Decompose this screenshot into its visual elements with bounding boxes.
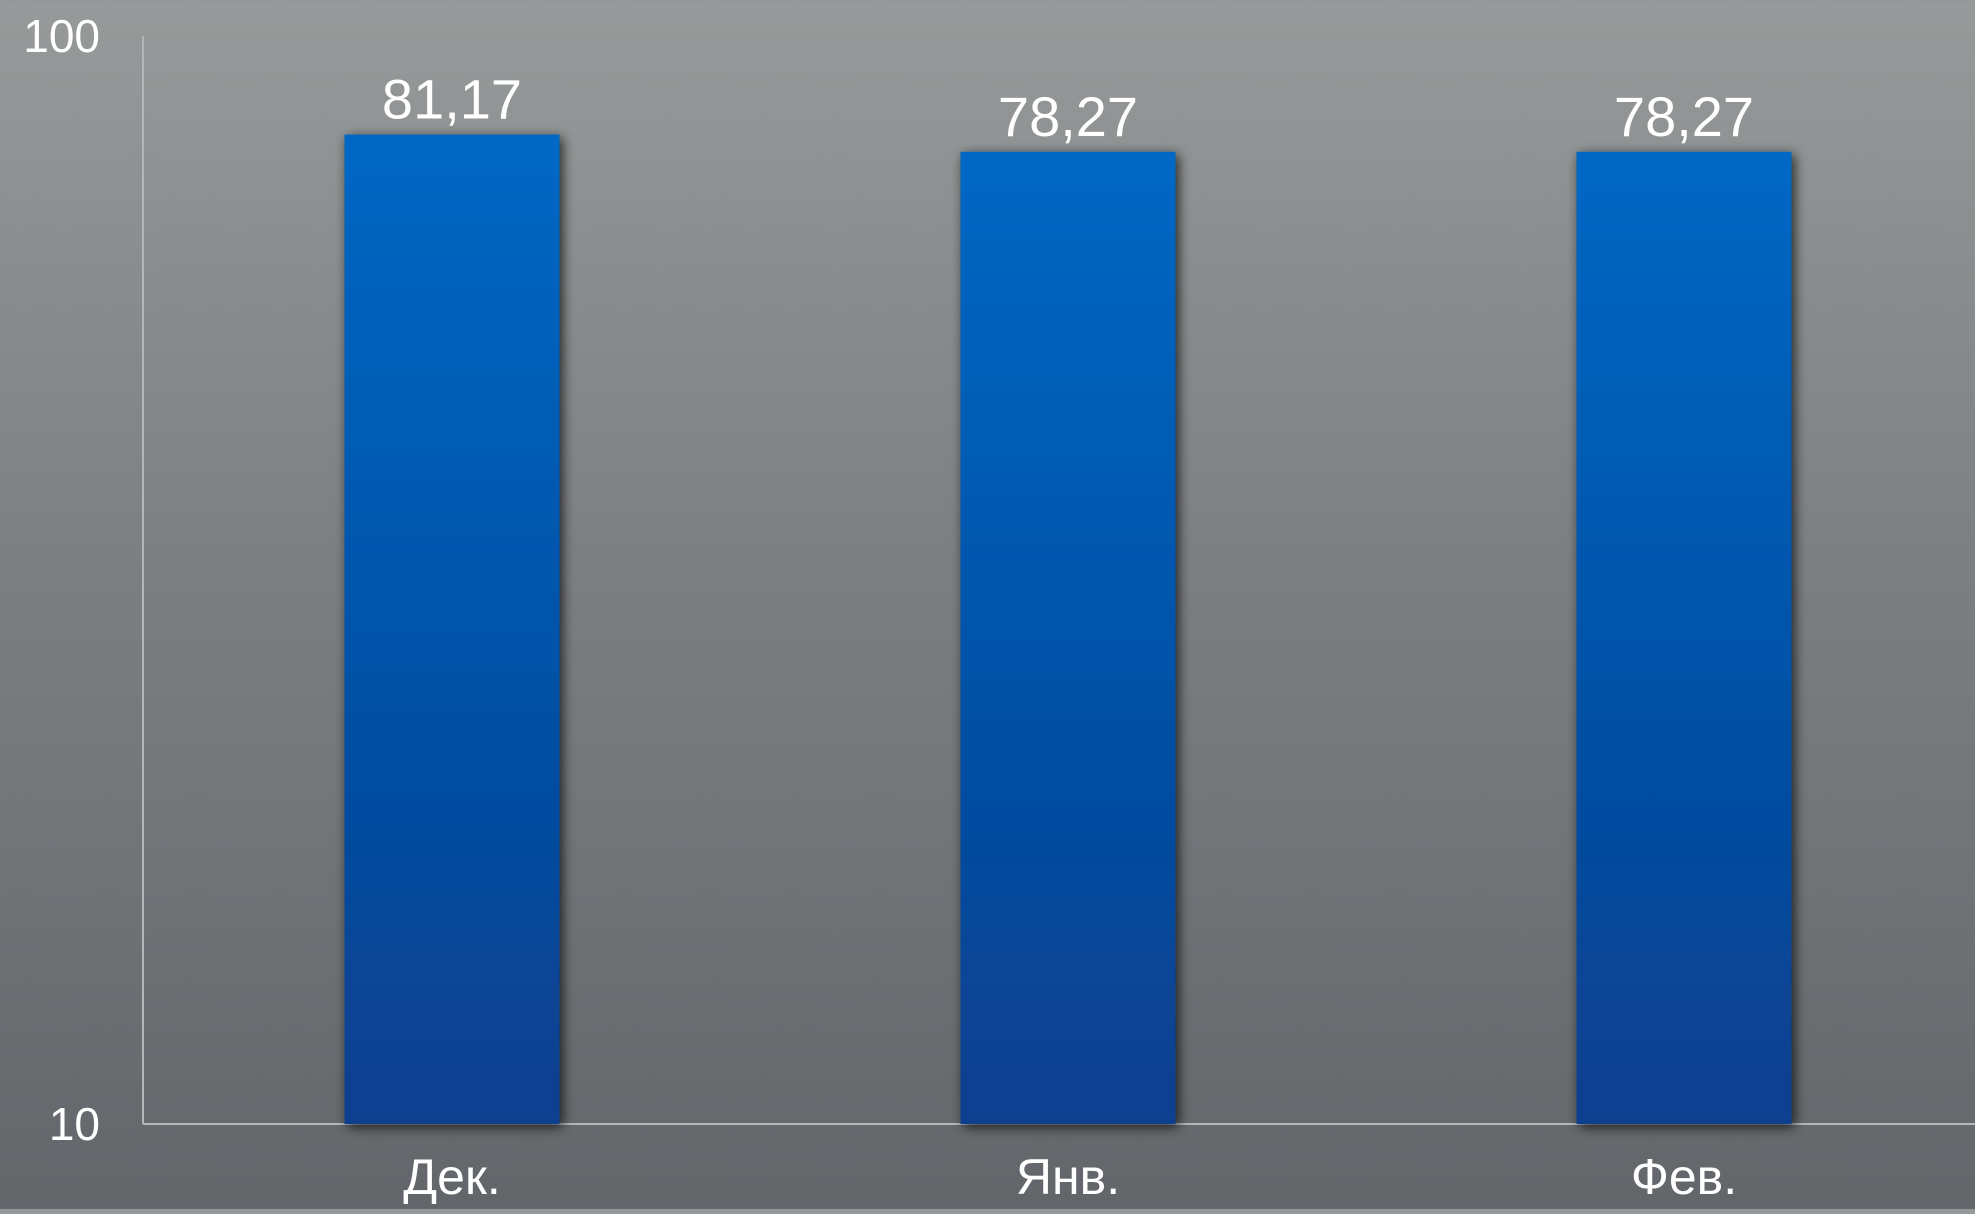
x-tick-label: Дек. [403,1149,500,1205]
x-tick-label: Фев. [1631,1149,1737,1205]
bar-value-label: 78,27 [1614,85,1754,148]
y-tick-label: 100 [23,10,100,62]
bars [344,134,1792,1125]
x-tick-label: Янв. [1016,1149,1120,1205]
bar-value-label: 81,17 [382,68,522,131]
bar-value-label: 78,27 [998,85,1138,148]
bar [1576,151,1792,1124]
labels: 10 100 81,17 Дек. 78,27 Янв. 78,27 Фев. [23,10,1754,1205]
bar [960,151,1176,1124]
y-tick-label: 10 [49,1098,100,1150]
bar [344,134,560,1125]
